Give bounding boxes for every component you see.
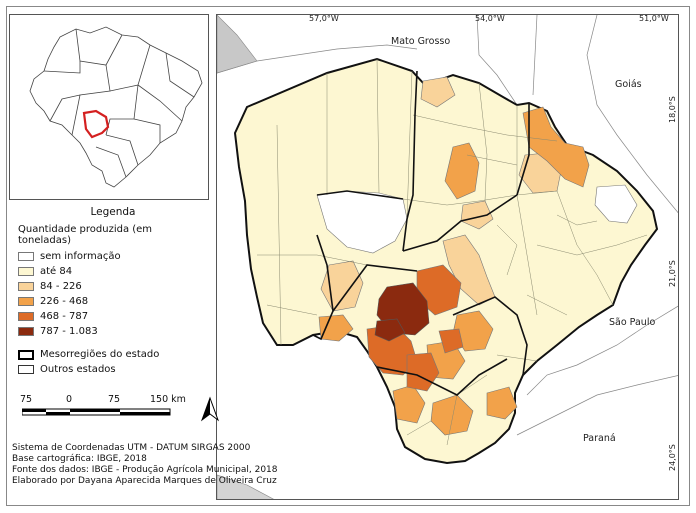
other-state-border [526, 305, 678, 396]
mesoregion-border [332, 264, 418, 312]
mesoregion-border [402, 194, 518, 252]
brazil-outline [29, 26, 203, 188]
legend-swatch [18, 282, 34, 291]
label-sao-paulo: São Paulo [609, 317, 656, 328]
scale-label: 150 km [150, 394, 186, 405]
coord-top-label: 57,0°W [309, 14, 339, 23]
credit-line: Elaborado por Dayana Aparecida Marques d… [12, 476, 277, 486]
other-state-border [586, 15, 678, 214]
coord-right-label: 24,0°S [668, 444, 677, 471]
legend-class-label: 468 - 787 [40, 311, 89, 322]
scale-label: 75 [20, 394, 33, 405]
other-state-border [516, 375, 678, 436]
legend-boundary-item: Outros estados [18, 362, 208, 377]
legend-subtitle: Quantidade produzida (em toneladas) [18, 224, 153, 246]
legend-swatch [18, 297, 34, 306]
legend-class-label: até 84 [40, 266, 73, 277]
credit-line: Base cartográfica: IBGE, 2018 [12, 454, 147, 464]
legend-class-label: sem informação [40, 251, 121, 262]
scale-bar-graphic [22, 408, 171, 416]
legend-swatch-thin [18, 365, 34, 374]
legend-swatch [18, 312, 34, 321]
ms-highlight [82, 109, 110, 139]
coord-top-label: 54,0°W [475, 14, 505, 23]
main-map: 57,0°W 54,0°W 51,0°W 18,0°S 21,0°S 24,0°… [216, 14, 679, 500]
legend-swatch-thick [18, 349, 34, 360]
legend-title: Legenda [90, 206, 136, 218]
brazil-locator-map [29, 26, 203, 188]
legend-class-item: 468 - 787 [18, 309, 208, 324]
legend-class-item: 84 - 226 [18, 279, 208, 294]
scale-label: 0 [66, 394, 73, 405]
figure-frame [6, 6, 690, 506]
coord-right-label: 18,0°S [668, 96, 677, 123]
legend-class-item: até 84 [18, 264, 208, 279]
label-parana: Paraná [583, 433, 616, 444]
mesoregion-border [402, 70, 418, 252]
legend-class-label: 84 - 226 [40, 281, 82, 292]
north-arrow-icon [200, 396, 220, 422]
legend-swatch [18, 327, 34, 336]
legend-boundary-label: Outros estados [40, 364, 116, 375]
legend-class-label: 787 - 1.083 [40, 326, 98, 337]
inset-locator-map [9, 14, 209, 200]
mesoregion-border [376, 358, 508, 396]
credit-line: Sistema de Coordenadas UTM - DATUM SIRGA… [12, 443, 251, 453]
scale-bar: 75 0 75 150 km [18, 394, 198, 424]
legend-swatch [18, 252, 34, 261]
legend-boundary-label: Mesorregiões do estado [40, 349, 160, 360]
legend-class-item: 787 - 1.083 [18, 324, 208, 339]
mesoregion-border [516, 103, 530, 196]
legend: Legenda Quantidade produzida (em tonelad… [18, 206, 208, 377]
legend-classes: sem informação até 84 84 - 226 226 - 468… [18, 249, 208, 339]
label-mato-grosso: Mato Grosso [391, 36, 451, 47]
mesoregion-border [452, 296, 528, 376]
legend-swatch [18, 267, 34, 276]
label-goias: Goiás [615, 79, 642, 90]
credit-line: Fonte dos dados: IBGE - Produção Agrícol… [12, 465, 278, 475]
other-state-border [476, 15, 518, 106]
scale-label: 75 [108, 394, 121, 405]
choropleth-svg [217, 15, 678, 499]
legend-boundary-item: Mesorregiões do estado [18, 347, 208, 362]
map-credits: Sistema de Coordenadas UTM - DATUM SIRGA… [12, 443, 278, 487]
legend-class-label: 226 - 468 [40, 296, 89, 307]
mesoregion-border [316, 190, 404, 200]
legend-class-item: 226 - 468 [18, 294, 208, 309]
legend-class-item: sem informação [18, 249, 208, 264]
other-state-border [532, 15, 538, 96]
coord-right-label: 21,0°S [668, 260, 677, 287]
coord-top-label: 51,0°W [639, 14, 669, 23]
